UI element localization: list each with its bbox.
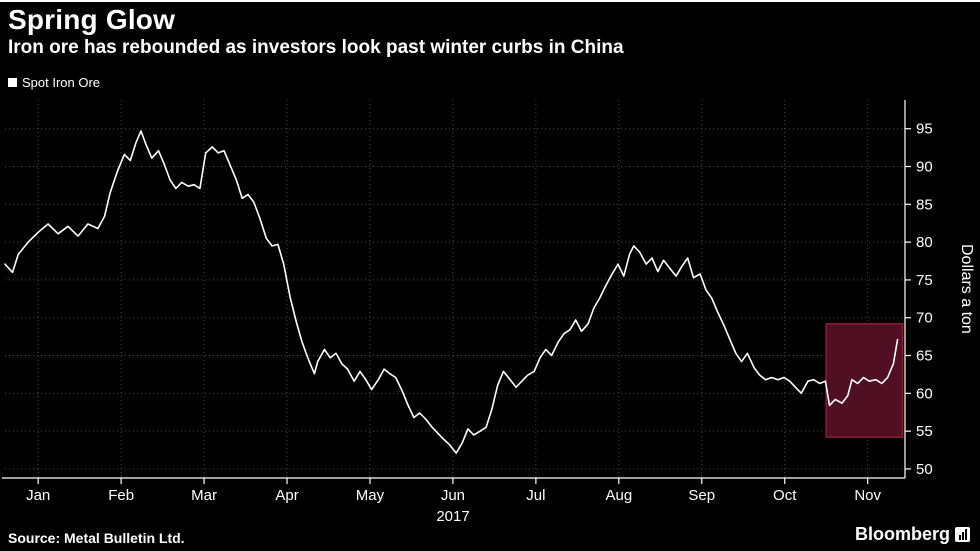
y-tick-label: 85 [916,196,933,213]
y-tick-label: 60 [916,385,933,402]
x-tick-label: Jul [526,487,545,504]
y-axis-label: Dollars a ton [958,244,975,334]
x-tick-label: Sep [688,487,715,504]
legend: Spot Iron Ore [8,75,100,90]
price-line [4,130,899,454]
top-rule [0,0,980,2]
x-tick-label: Apr [275,487,298,504]
chart-title: Spring Glow [8,4,176,35]
bloomberg-logo: Bloomberg [855,524,970,545]
x-tick-label: Nov [854,487,881,504]
legend-swatch [8,78,17,87]
x-tick-label: Jun [441,487,465,504]
y-tick-label: 80 [916,234,933,251]
y-tick-label: 95 [916,121,933,138]
source-attribution: Source: Metal Bulletin Ltd. [8,530,185,546]
chart-subtitle: Iron ore has rebounded as investors look… [8,37,624,58]
legend-label: Spot Iron Ore [22,75,101,90]
y-tick-label: 65 [916,348,933,365]
x-tick-label: Feb [108,487,134,504]
x-tick-label: Aug [605,487,632,504]
y-tick-label: 50 [916,461,933,478]
highlight-region [825,323,904,438]
bloomberg-wordmark: Bloomberg [854,524,950,544]
x-tick-label: Mar [191,487,217,504]
bloomberg-terminal-icon [955,527,970,542]
x-axis-year-label: 2017 [436,508,469,525]
y-tick-label: 75 [916,272,933,289]
y-tick-label: 70 [916,310,933,327]
x-tick-label: Oct [773,487,797,504]
x-tick-label: May [356,487,385,504]
y-tick-label: 55 [916,423,933,440]
x-tick-label: Jan [26,487,50,504]
y-tick-label: 90 [916,159,933,176]
